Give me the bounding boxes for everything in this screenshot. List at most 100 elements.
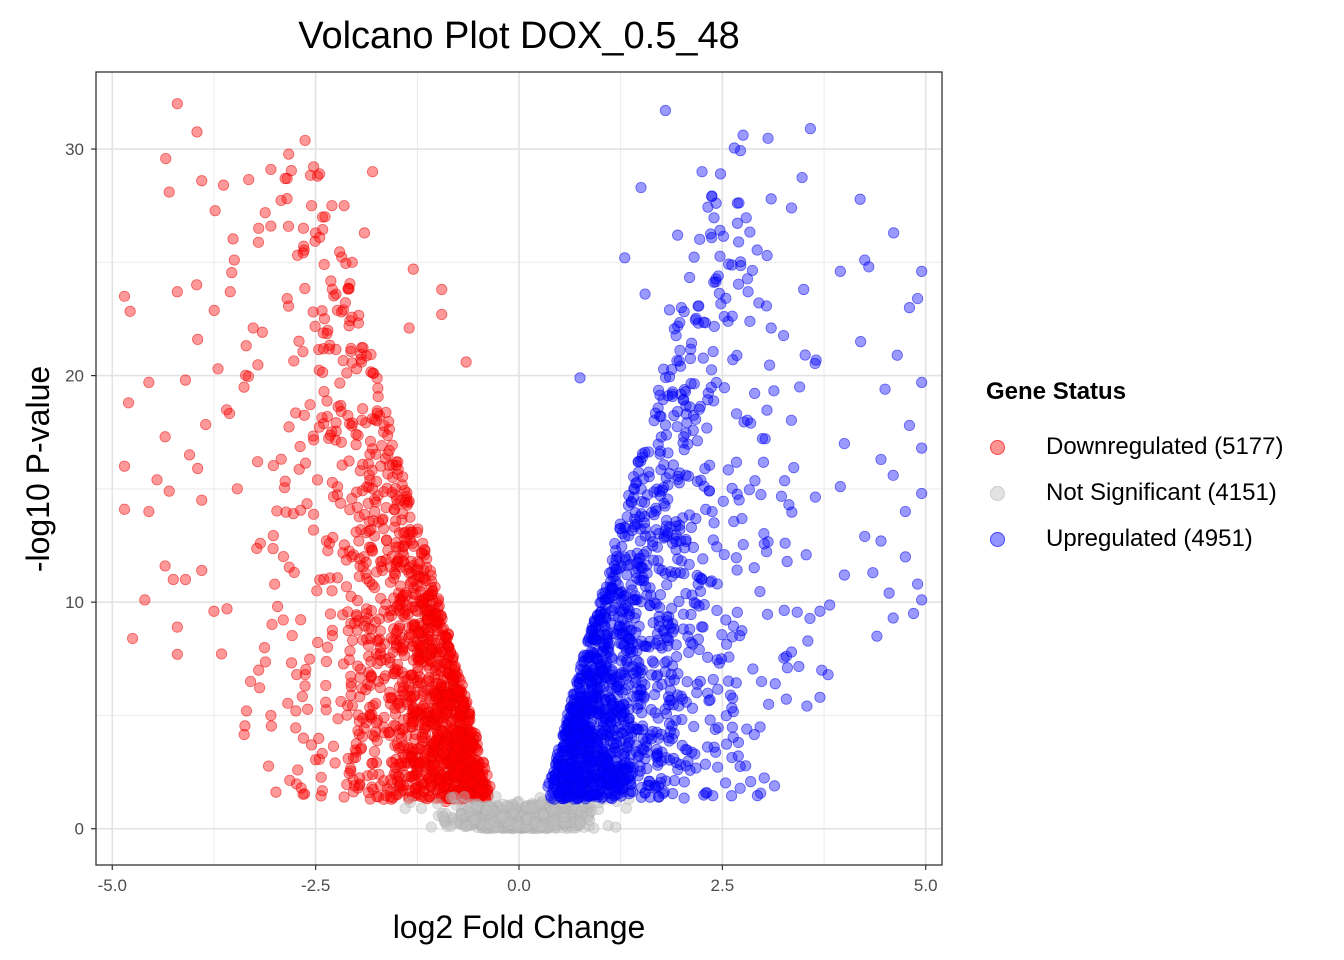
upregulated-point [755,675,768,688]
downregulated-point [265,709,277,722]
downregulated-point [346,492,358,505]
upregulated-point [690,762,702,774]
downregulated-point [228,254,240,266]
downregulated-point [371,566,383,578]
downregulated-point [318,573,330,585]
downregulated-point [338,200,350,212]
downregulated-point [343,654,355,666]
upregulated-point [651,751,663,763]
downregulated-point [330,288,342,300]
upregulated-point [606,699,618,711]
upregulated-point [801,700,813,712]
downregulated-point [348,617,361,630]
downregulated-point [196,494,208,506]
downregulated-point [449,669,461,681]
downregulated-point [348,780,360,792]
downregulated-point [277,614,289,626]
upregulated-point [799,349,811,361]
downregulated-point [299,134,311,147]
downregulated-point [428,738,440,750]
downregulated-point [254,537,266,549]
upregulated-point [659,104,672,117]
downregulated-point [408,540,420,552]
y-axis-ticks: 0 10 20 30 [65,140,96,839]
upregulated-point [668,674,680,686]
downregulated-point [376,440,388,452]
downregulated-point [353,570,365,583]
downregulated-point [381,429,394,442]
upregulated-point [757,456,770,468]
upregulated-point [781,662,793,674]
upregulated-point [723,651,735,663]
downregulated-point [308,434,320,446]
downregulated-point [385,793,397,805]
upregulated-point [731,488,743,500]
upregulated-point [640,640,652,652]
downregulated-point [347,634,359,647]
upregulated-point [726,631,738,643]
downregulated-point [360,556,372,568]
downregulated-point [258,642,271,654]
upregulated-point [632,751,644,763]
upregulated-point [596,666,608,678]
upregulated-point [903,302,916,314]
downregulated-point [405,629,417,641]
downregulated-point [353,715,365,727]
upregulated-point [753,297,765,309]
upregulated-point [626,767,639,779]
upregulated-point [742,286,754,298]
upregulated-point [871,630,883,642]
upregulated-point [809,491,821,503]
upregulated-point [749,387,761,400]
y-tick-label: 0 [75,820,84,839]
downregulated-point [342,624,354,637]
downregulated-point [320,704,332,716]
upregulated-point [768,780,781,792]
upregulated-point [749,475,761,487]
downregulated-point [338,791,350,803]
downregulated-point [432,593,445,605]
upregulated-point [578,655,591,667]
downregulated-point [367,367,379,379]
x-tick-label: 0.0 [507,876,531,895]
downregulated-point [363,469,375,481]
upregulated-point [599,758,612,770]
upregulated-point [854,193,866,205]
downregulated-point [324,608,337,620]
upregulated-point [657,482,670,494]
downregulated-point [315,790,327,802]
downregulated-point [390,537,402,549]
upregulated-point [628,521,641,533]
downregulated-point [297,346,309,358]
upregulated-point [702,651,714,663]
upregulated-point [554,786,566,799]
downregulated-point [281,193,293,205]
downregulated-point [281,292,293,305]
downregulated-point [390,720,402,732]
downregulated-point [171,286,183,298]
downregulated-point [271,505,283,517]
upregulated-point [887,469,899,481]
upregulated-point [786,506,798,518]
downregulated-point [363,622,375,635]
upregulated-point [834,481,846,493]
downregulated-point [299,457,312,469]
upregulated-point [727,354,739,366]
downregulated-point [401,674,413,686]
downregulated-point [118,290,131,302]
downregulated-point [412,523,424,535]
downregulated-point [466,726,478,738]
downregulated-point [314,231,326,243]
upregulated-point [746,264,759,277]
downregulated-point [377,523,390,535]
upregulated-point [592,707,604,720]
upregulated-point [796,171,808,184]
downregulated-point [394,701,407,714]
upregulated-point [726,751,738,764]
upregulated-point [684,271,696,284]
downregulated-point [325,275,337,287]
downregulated-point [384,729,396,742]
upregulated-point [711,604,723,617]
upregulated-point [678,792,690,804]
upregulated-point [564,758,576,770]
